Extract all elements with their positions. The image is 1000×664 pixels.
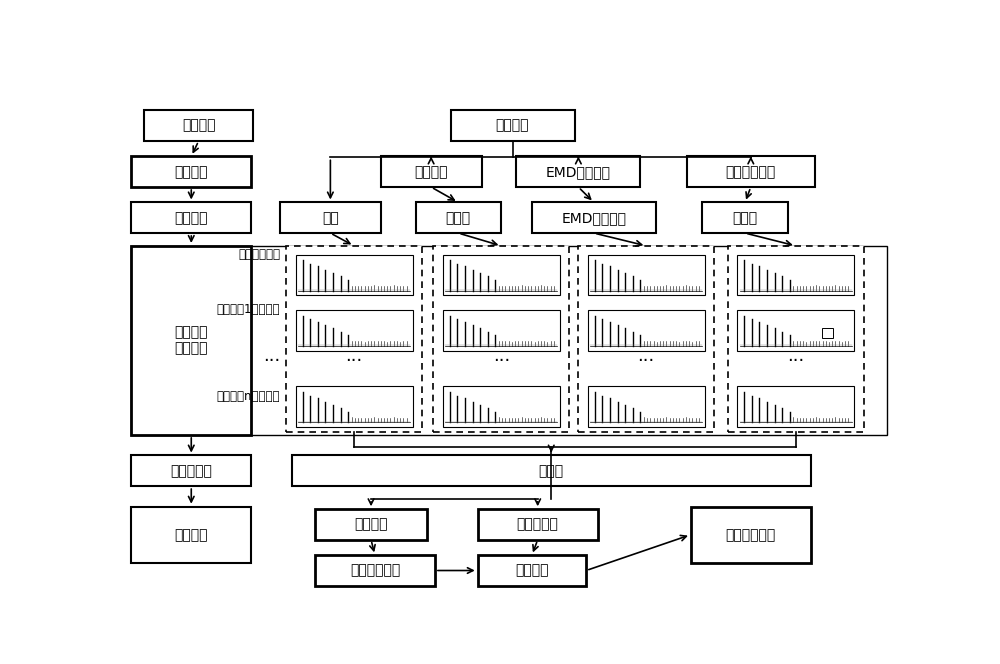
FancyBboxPatch shape	[532, 203, 656, 233]
Text: 故障频率n及其倍频: 故障频率n及其倍频	[216, 390, 280, 403]
FancyBboxPatch shape	[381, 156, 482, 187]
Text: 原始信号: 原始信号	[182, 119, 215, 133]
FancyBboxPatch shape	[687, 156, 815, 187]
FancyBboxPatch shape	[131, 456, 251, 486]
Text: EMD信号频谱: EMD信号频谱	[561, 210, 626, 224]
FancyBboxPatch shape	[443, 386, 560, 428]
FancyBboxPatch shape	[315, 555, 435, 586]
Text: ···: ···	[345, 352, 363, 370]
FancyBboxPatch shape	[588, 386, 705, 428]
FancyBboxPatch shape	[588, 254, 705, 295]
FancyBboxPatch shape	[315, 509, 427, 540]
FancyBboxPatch shape	[443, 309, 560, 351]
Text: 包络信号: 包络信号	[414, 165, 448, 179]
FancyBboxPatch shape	[144, 110, 253, 141]
FancyBboxPatch shape	[478, 555, 586, 586]
Text: 时域处理: 时域处理	[175, 165, 208, 179]
FancyBboxPatch shape	[433, 246, 569, 432]
FancyBboxPatch shape	[691, 507, 811, 563]
FancyBboxPatch shape	[728, 246, 864, 432]
Text: 振动信号: 振动信号	[496, 119, 529, 133]
FancyBboxPatch shape	[131, 507, 251, 563]
FancyBboxPatch shape	[131, 203, 251, 233]
FancyBboxPatch shape	[443, 254, 560, 295]
FancyBboxPatch shape	[450, 110, 574, 141]
Text: 故障诊断: 故障诊断	[175, 528, 208, 542]
FancyBboxPatch shape	[702, 203, 788, 233]
FancyBboxPatch shape	[822, 328, 833, 339]
Text: ···: ···	[638, 352, 655, 370]
Text: 阶次变换信号: 阶次变换信号	[726, 165, 776, 179]
Text: 故障特征
频率截取: 故障特征 频率截取	[175, 325, 208, 355]
Text: 故障诊断结果: 故障诊断结果	[726, 528, 776, 542]
FancyBboxPatch shape	[286, 246, 422, 432]
FancyBboxPatch shape	[737, 386, 854, 428]
Text: 故障频率1及其倍频: 故障频率1及其倍频	[216, 303, 280, 316]
FancyBboxPatch shape	[296, 309, 413, 351]
Text: ···: ···	[263, 352, 280, 370]
FancyBboxPatch shape	[737, 309, 854, 351]
FancyBboxPatch shape	[516, 156, 640, 187]
FancyBboxPatch shape	[478, 509, 598, 540]
FancyBboxPatch shape	[292, 456, 811, 486]
FancyBboxPatch shape	[280, 203, 381, 233]
Text: ···: ···	[787, 352, 804, 370]
Text: 转频及其倍频: 转频及其倍频	[238, 248, 280, 261]
FancyBboxPatch shape	[131, 156, 251, 187]
FancyBboxPatch shape	[737, 254, 854, 295]
FancyBboxPatch shape	[296, 386, 413, 428]
Text: EMD分解信号: EMD分解信号	[546, 165, 611, 179]
Text: 构建特征图: 构建特征图	[170, 464, 212, 478]
Text: 诊断模型训练: 诊断模型训练	[350, 564, 400, 578]
FancyBboxPatch shape	[588, 309, 705, 351]
Text: 包络谱: 包络谱	[446, 210, 471, 224]
FancyBboxPatch shape	[296, 254, 413, 295]
Text: 频谱: 频谱	[322, 210, 339, 224]
FancyBboxPatch shape	[416, 203, 501, 233]
Text: 诊断模型: 诊断模型	[515, 564, 549, 578]
Text: 训练样本: 训练样本	[354, 517, 388, 531]
FancyBboxPatch shape	[131, 246, 251, 435]
FancyBboxPatch shape	[131, 246, 887, 435]
Text: 阶次谱: 阶次谱	[732, 210, 758, 224]
FancyBboxPatch shape	[578, 246, 714, 432]
Text: 时频变换: 时频变换	[175, 210, 208, 224]
Text: 待诊段样本: 待诊段样本	[517, 517, 559, 531]
Text: 特征图: 特征图	[539, 464, 564, 478]
Text: ···: ···	[493, 352, 510, 370]
